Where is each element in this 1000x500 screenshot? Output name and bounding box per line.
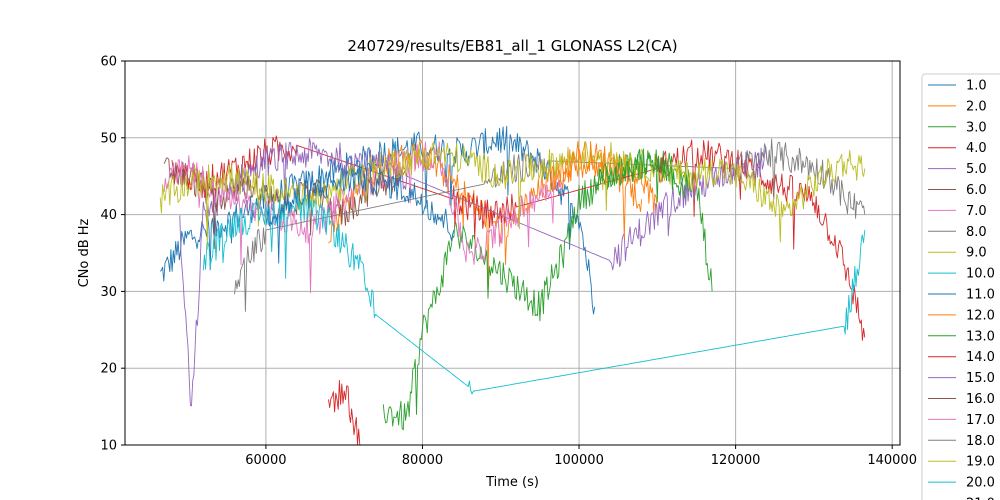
y-axis-label: CNo dB Hz (77, 218, 92, 287)
legend-frame (921, 73, 1000, 500)
legend-label: 21.0 (966, 497, 995, 500)
series-line-10-0 (202, 195, 866, 395)
series-line-13-0 (594, 148, 690, 199)
x-tick-label: 120000 (711, 453, 761, 468)
legend-label: 2.0 (966, 99, 987, 114)
legend-label: 1.0 (966, 79, 987, 94)
legend-label: 16.0 (966, 392, 995, 407)
legend-label: 5.0 (966, 162, 987, 177)
legend-label: 7.0 (966, 204, 987, 219)
plot-frame (124, 60, 901, 446)
legend-label: 12.0 (966, 308, 995, 323)
series-line-9-0 (159, 140, 866, 250)
legend-label: 11.0 (966, 288, 995, 303)
legend-label: 8.0 (966, 225, 987, 240)
series-line-11-0 (265, 160, 455, 264)
legend-label: 10.0 (966, 267, 995, 282)
series-line-14-0 (328, 379, 361, 445)
x-axis-label: Time (s) (485, 475, 539, 490)
series-line-7-0 (163, 141, 564, 294)
legend-label: 6.0 (966, 183, 987, 198)
y-tick-label: 20 (100, 362, 117, 377)
legend-label: 3.0 (966, 120, 987, 135)
x-tick-label: 80000 (402, 453, 443, 468)
legend-label: 4.0 (966, 141, 987, 156)
legend-label: 14.0 (966, 350, 995, 365)
legend-label: 9.0 (966, 246, 987, 261)
y-tick-label: 50 (100, 131, 117, 146)
series-line-5-0 (179, 137, 768, 407)
legend-label: 18.0 (966, 434, 995, 449)
series-line-3-0 (382, 148, 713, 431)
series-lines (159, 125, 866, 445)
series-line-12-0 (547, 147, 643, 240)
y-tick-label: 30 (100, 285, 117, 300)
y-tick-label: 10 (100, 439, 117, 454)
chart-title: 240729/results/EB81_all_1 GLONASS L2(CA) (347, 37, 677, 56)
legend-label: 17.0 (966, 413, 995, 428)
x-tick-label: 60000 (245, 453, 286, 468)
legend-label: 15.0 (966, 371, 995, 386)
y-tick-label: 60 (100, 55, 117, 70)
x-axis-ticks: 60000 80000 100000 120000 140000 (245, 445, 917, 468)
legend-label: 20.0 (966, 476, 995, 491)
x-tick-label: 140000 (867, 453, 917, 468)
y-tick-label: 40 (100, 208, 117, 223)
legend-label: 19.0 (966, 455, 995, 470)
y-axis-ticks: 10 20 30 40 50 60 (100, 55, 125, 454)
legend: 1.0 2.0 3.0 4.0 5.0 6.0 7.0 8.0 9.0 10.0 11.0 12.0 1… (921, 73, 1000, 500)
x-tick-label: 100000 (554, 453, 604, 468)
legend-label: 13.0 (966, 329, 995, 344)
